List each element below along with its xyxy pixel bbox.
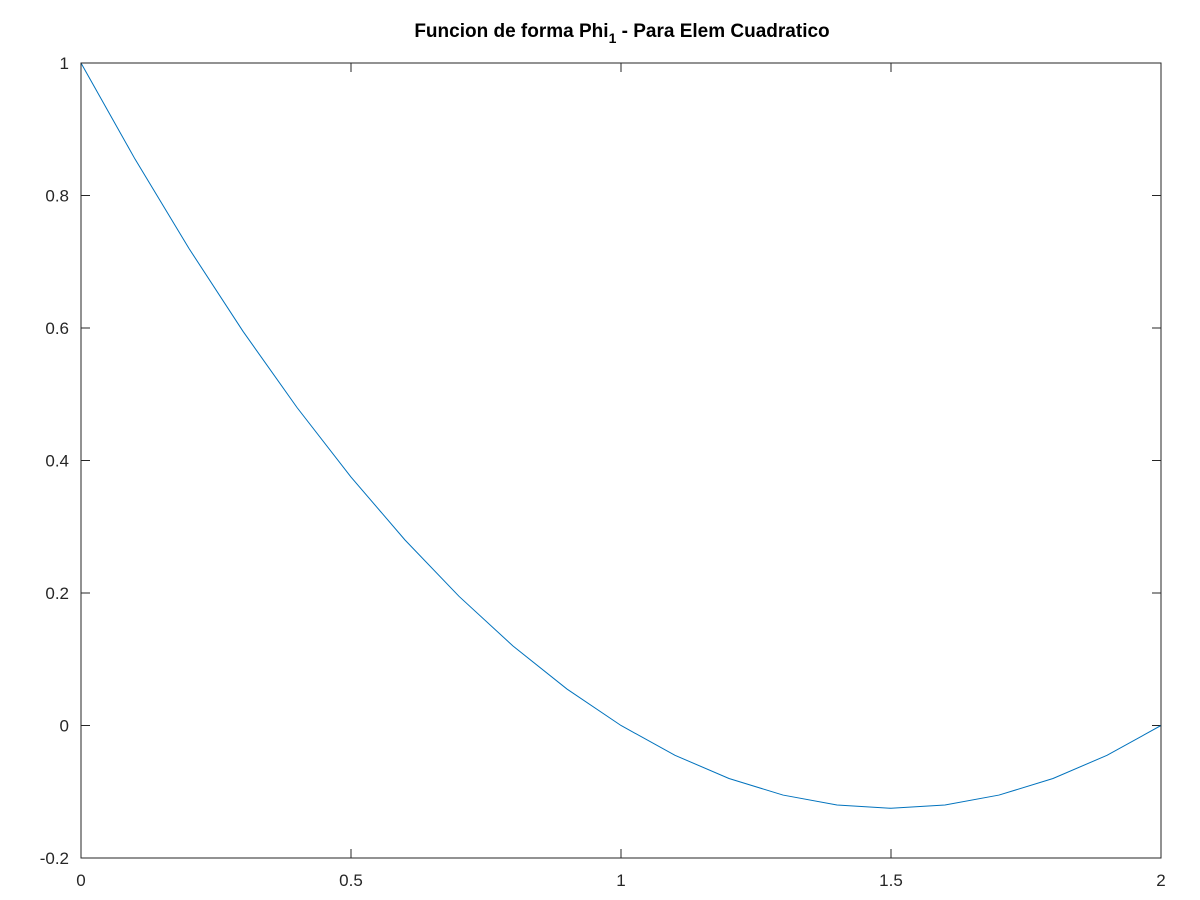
tick-labels: 0 0.5 1 1.5 2 -0.2 0 0.2 0.4 0.6 0.8 1 xyxy=(40,54,1166,890)
x-tick-label: 2 xyxy=(1156,871,1165,890)
chart-title-suffix: - Para Elem Cuadratico xyxy=(616,21,829,42)
y-tick-label: 0.4 xyxy=(45,452,69,471)
chart-title-subscript: 1 xyxy=(609,30,617,46)
y-tick-label: 0 xyxy=(60,717,69,736)
plot-area xyxy=(81,63,1161,858)
chart-title-main: Funcion de forma Phi xyxy=(414,21,608,42)
y-tick-label: 0.6 xyxy=(45,319,69,338)
chart-title: Funcion de forma Phi1 - Para Elem Cuadra… xyxy=(414,21,829,46)
series-layer xyxy=(80,62,1162,809)
x-tick-label: 1 xyxy=(616,871,625,890)
x-tick-label: 0.5 xyxy=(339,871,363,890)
x-tick-label: 0 xyxy=(76,871,85,890)
y-tick-label: 1 xyxy=(60,54,69,73)
series-line-1 xyxy=(80,62,1162,809)
y-tick-label: -0.2 xyxy=(40,849,69,868)
y-tick-label: 0.2 xyxy=(45,584,69,603)
y-tick-label: 0.8 xyxy=(45,187,69,206)
x-tick-label: 1.5 xyxy=(879,871,903,890)
plot-frame xyxy=(80,62,1162,859)
